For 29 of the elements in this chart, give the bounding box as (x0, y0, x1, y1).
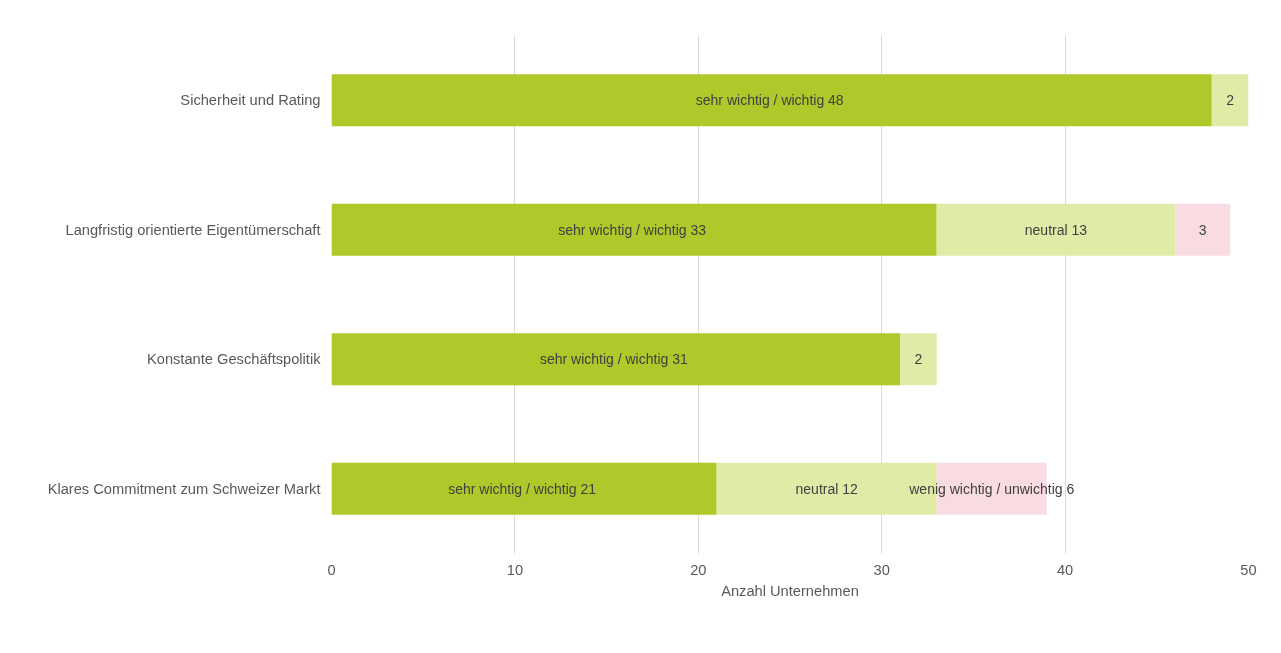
x-tick-label: 30 (873, 561, 890, 578)
x-tick-label: 0 (327, 561, 336, 578)
x-axis-title: Anzahl Unternehmen (721, 582, 859, 599)
bar (331, 333, 901, 386)
x-tick-label: 50 (1240, 561, 1257, 578)
bar (900, 333, 937, 386)
bar (331, 74, 1212, 127)
data-label: sehr wichtig / wichtig 33 (558, 221, 707, 238)
bar (331, 462, 717, 515)
x-tick-label: 40 (1056, 561, 1074, 578)
data-label: neutral 12 (795, 480, 859, 497)
y-tick-label: Langfristig orientierte Eigentümerschaft (65, 221, 321, 238)
x-tick-label: 20 (690, 561, 707, 578)
bar (936, 203, 1176, 256)
data-label: sehr wichtig / wichtig 48 (695, 92, 844, 109)
data-label: neutral 13 (1024, 221, 1088, 238)
x-tick-label: 10 (506, 561, 524, 578)
data-label: wenig wichtig / unwichtig 6 (908, 480, 1075, 497)
data-label: 2 (914, 351, 923, 368)
y-tick-label: Sicherheit und Rating (180, 92, 321, 109)
data-label: 2 (1226, 92, 1235, 109)
y-tick-label: Klares Commitment zum Schweizer Markt (47, 480, 321, 497)
data-label: sehr wichtig / wichtig 21 (448, 480, 597, 497)
bar (1175, 203, 1231, 256)
data-label: 3 (1198, 221, 1207, 238)
bar (331, 203, 937, 256)
y-tick-label: Konstante Geschäftspolitik (146, 351, 322, 368)
bar (1211, 74, 1249, 127)
data-label: sehr wichtig / wichtig 31 (539, 351, 688, 368)
